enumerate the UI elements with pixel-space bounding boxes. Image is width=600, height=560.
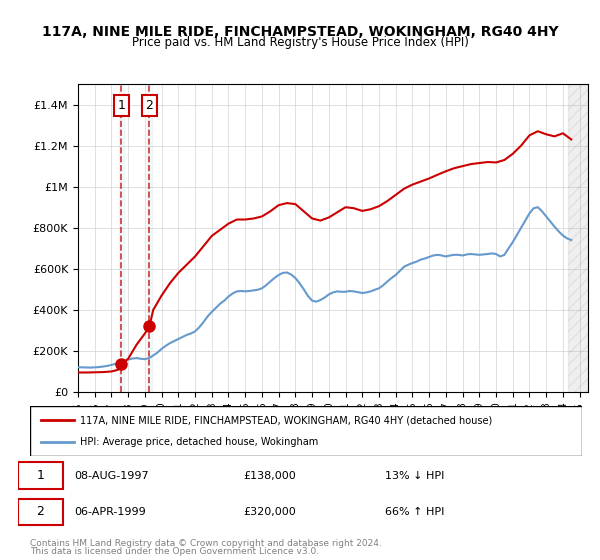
Text: £320,000: £320,000 [244, 507, 296, 517]
FancyBboxPatch shape [30, 406, 582, 456]
Text: This data is licensed under the Open Government Licence v3.0.: This data is licensed under the Open Gov… [30, 548, 319, 557]
Text: £138,000: £138,000 [244, 470, 296, 480]
Bar [119, 84, 124, 392]
Text: 2: 2 [145, 99, 154, 112]
Text: Contains HM Land Registry data © Crown copyright and database right 2024.: Contains HM Land Registry data © Crown c… [30, 539, 382, 548]
FancyBboxPatch shape [18, 462, 63, 489]
Bar [147, 84, 152, 392]
Text: 13% ↓ HPI: 13% ↓ HPI [385, 470, 444, 480]
Text: HPI: Average price, detached house, Wokingham: HPI: Average price, detached house, Woki… [80, 437, 318, 447]
Text: 66% ↑ HPI: 66% ↑ HPI [385, 507, 444, 517]
Text: 06-APR-1999: 06-APR-1999 [74, 507, 146, 517]
Text: 1: 1 [118, 99, 125, 112]
Text: 08-AUG-1997: 08-AUG-1997 [74, 470, 149, 480]
Text: 117A, NINE MILE RIDE, FINCHAMPSTEAD, WOKINGHAM, RG40 4HY (detached house): 117A, NINE MILE RIDE, FINCHAMPSTEAD, WOK… [80, 415, 492, 425]
Text: 1: 1 [37, 469, 44, 482]
Text: Price paid vs. HM Land Registry's House Price Index (HPI): Price paid vs. HM Land Registry's House … [131, 36, 469, 49]
FancyBboxPatch shape [18, 498, 63, 525]
Bar [568, 84, 588, 392]
Text: 2: 2 [37, 506, 44, 519]
Text: 117A, NINE MILE RIDE, FINCHAMPSTEAD, WOKINGHAM, RG40 4HY: 117A, NINE MILE RIDE, FINCHAMPSTEAD, WOK… [41, 25, 559, 39]
